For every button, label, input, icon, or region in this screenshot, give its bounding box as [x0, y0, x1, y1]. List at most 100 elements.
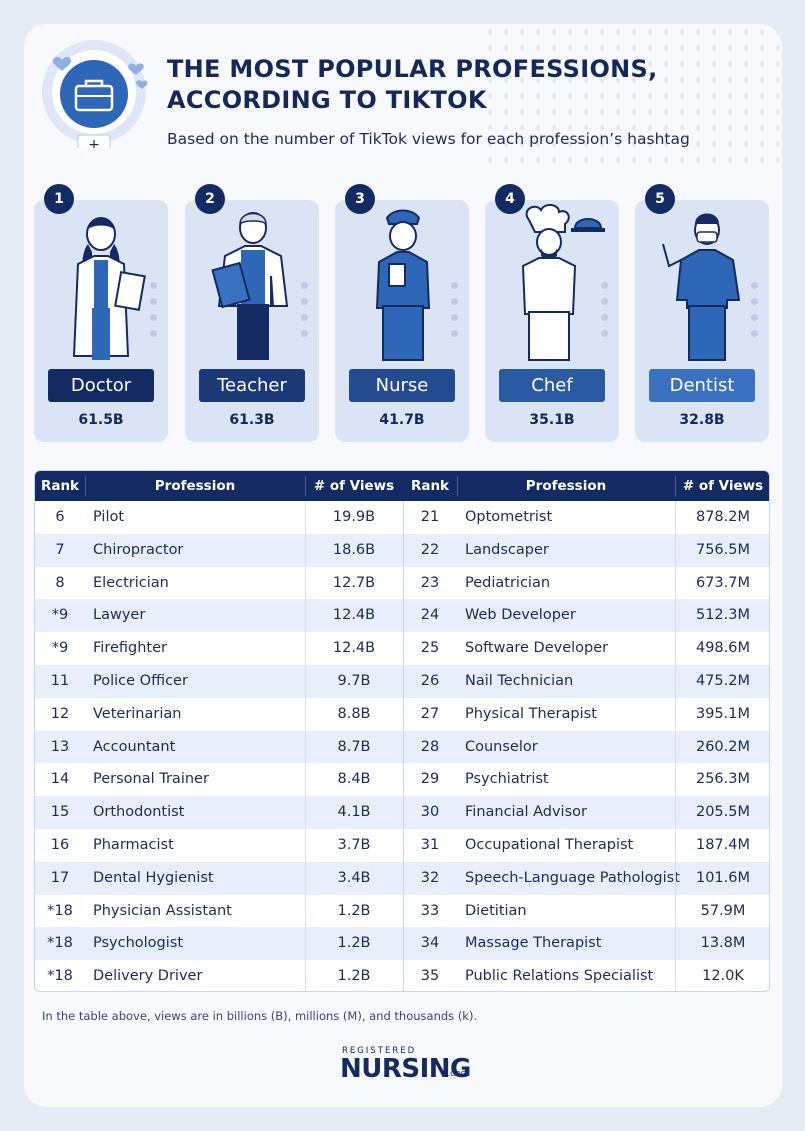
dentist-figure-icon: [662, 213, 741, 361]
cell-profession: Landscaper: [465, 541, 549, 558]
cell-rank: *18: [47, 902, 73, 919]
cell-views: 498.6M: [695, 640, 751, 657]
rank-badge: 3: [345, 184, 375, 214]
cell-views: 205.5M: [695, 804, 751, 821]
rank-badge: 1: [44, 184, 74, 214]
hero-name: Dentist: [649, 369, 755, 402]
cell-rank: 11: [50, 673, 70, 689]
side-icons: [451, 282, 461, 346]
logo-top-text: REGISTERED: [342, 1046, 417, 1056]
cell-views: 187.4M: [695, 837, 751, 853]
cell-profession: Psychiatrist: [465, 771, 549, 788]
cell-views: 12.7B: [332, 574, 376, 591]
cell-rank: 26: [420, 673, 440, 689]
hero-card-dentist: 5 Dentist 32.8B: [635, 184, 769, 442]
side-icons: [301, 282, 311, 346]
cell-views: 8.8B: [337, 705, 371, 722]
cell-rank: 12: [50, 705, 70, 722]
hero-views: 32.8B: [679, 412, 725, 428]
header-rank: Rank: [40, 478, 80, 494]
cell-rank: 8: [55, 574, 65, 591]
page-title: THE MOST POPULAR PROFESSIONS, ACCORDING …: [167, 54, 767, 116]
cell-rank: 27: [420, 705, 440, 722]
hero-name: Teacher: [199, 369, 305, 402]
cell-views: 756.5M: [695, 541, 751, 558]
cell-views: 8.4B: [337, 771, 371, 788]
cell-views: 3.4B: [337, 869, 371, 886]
hero-name: Nurse: [349, 369, 455, 402]
cell-profession: Pilot: [93, 509, 125, 525]
plus-symbol: +: [88, 137, 100, 148]
cell-rank: 35: [420, 968, 440, 985]
dot-pattern: [482, 24, 782, 174]
cell-profession: Speech-Language Pathologist: [465, 869, 680, 886]
cell-rank: 7: [55, 541, 65, 558]
cell-profession: Accountant: [93, 738, 176, 755]
cell-rank: 34: [420, 935, 440, 952]
chef-figure-icon: [521, 204, 605, 361]
cell-profession: Dietitian: [465, 902, 527, 919]
cell-profession: Dental Hygienist: [93, 869, 214, 886]
rank-badge: 2: [195, 184, 225, 214]
cell-rank: 14: [50, 771, 70, 788]
cell-rank: *18: [47, 968, 73, 985]
registered-nursing-logo: REGISTERED NURSING .ORG: [340, 1046, 471, 1086]
table-row: 8 Electrician 12.7B 23 Pediatrician 673.7M: [35, 567, 769, 600]
cell-rank: 31: [420, 837, 440, 853]
cell-views: 13.8M: [700, 935, 746, 952]
hero-name: Chef: [499, 369, 605, 402]
cell-profession: Counselor: [465, 738, 538, 755]
cell-profession: Financial Advisor: [465, 804, 587, 821]
cell-rank: 28: [420, 738, 440, 755]
cell-rank: 24: [420, 607, 440, 624]
cell-rank: 30: [420, 804, 440, 821]
cell-rank: 29: [420, 771, 440, 788]
cell-rank: 6: [55, 509, 65, 525]
hero-card-nurse: 3 Nurse 41.7B: [335, 184, 469, 442]
table-row: *18 Delivery Driver 1.2B 35 Public Relations…: [35, 960, 769, 991]
cell-rank: 32: [420, 869, 440, 886]
table-row: *18 Physician Assistant 1.2B 33 Dietitian 57.…: [35, 895, 769, 928]
hero-name: Doctor: [48, 369, 154, 402]
cell-views: 395.1M: [695, 705, 751, 722]
cell-rank: *9: [51, 640, 69, 657]
cell-profession: Police Officer: [93, 673, 188, 689]
cell-profession: Chiropractor: [93, 541, 184, 558]
table-header: Rank Profession # of Views Rank Professi…: [35, 471, 769, 501]
doctor-figure-icon: [72, 217, 146, 360]
cell-rank: 21: [420, 509, 440, 525]
cell-profession: Massage Therapist: [465, 935, 602, 952]
hero-card-chef: 4 Chef 35.1B: [485, 184, 619, 442]
side-icons: [751, 282, 761, 346]
cell-profession: Lawyer: [93, 607, 146, 624]
cell-views: 19.9B: [332, 509, 376, 525]
professions-table: Rank Profession # of Views Rank Professi…: [34, 470, 770, 992]
cell-profession: Physician Assistant: [93, 902, 232, 919]
hero-views: 41.7B: [379, 412, 425, 428]
title-line-1: THE MOST POPULAR PROFESSIONS,: [167, 55, 658, 83]
rank-badge: 5: [645, 184, 675, 214]
header-profession: Profession: [525, 478, 607, 494]
cell-views: 1.2B: [337, 968, 371, 985]
cell-views: 101.6M: [695, 869, 751, 886]
briefcase-icon: +: [42, 40, 148, 148]
cell-rank: 22: [420, 541, 440, 558]
cell-views: 12.4B: [332, 640, 376, 657]
cell-views: 8.7B: [337, 738, 371, 755]
cell-rank: 16: [50, 837, 70, 853]
header-views: # of Views: [313, 478, 395, 494]
cell-views: 9.7B: [337, 673, 371, 689]
hero-card-teacher: 2 Teacher 61.3B: [185, 184, 319, 442]
cell-profession: Software Developer: [465, 640, 609, 657]
cell-rank: 25: [420, 640, 440, 657]
table-row: *9 Lawyer 12.4B 24 Web Developer 512.3M: [35, 599, 769, 633]
cell-profession: Physical Therapist: [465, 705, 597, 722]
cell-profession: Pharmacist: [93, 837, 174, 853]
cell-profession: Electrician: [93, 574, 169, 591]
cell-profession: Veterinarian: [93, 705, 182, 722]
cell-profession: Occupational Therapist: [465, 837, 634, 853]
cell-views: 18.6B: [332, 541, 376, 558]
table-row: 16 Pharmacist 3.7B 31 Occupational Therapist…: [35, 829, 769, 862]
cell-rank: 15: [50, 804, 70, 821]
table-row: 14 Personal Trainer 8.4B 29 Psychiatrist 256.…: [35, 763, 769, 796]
